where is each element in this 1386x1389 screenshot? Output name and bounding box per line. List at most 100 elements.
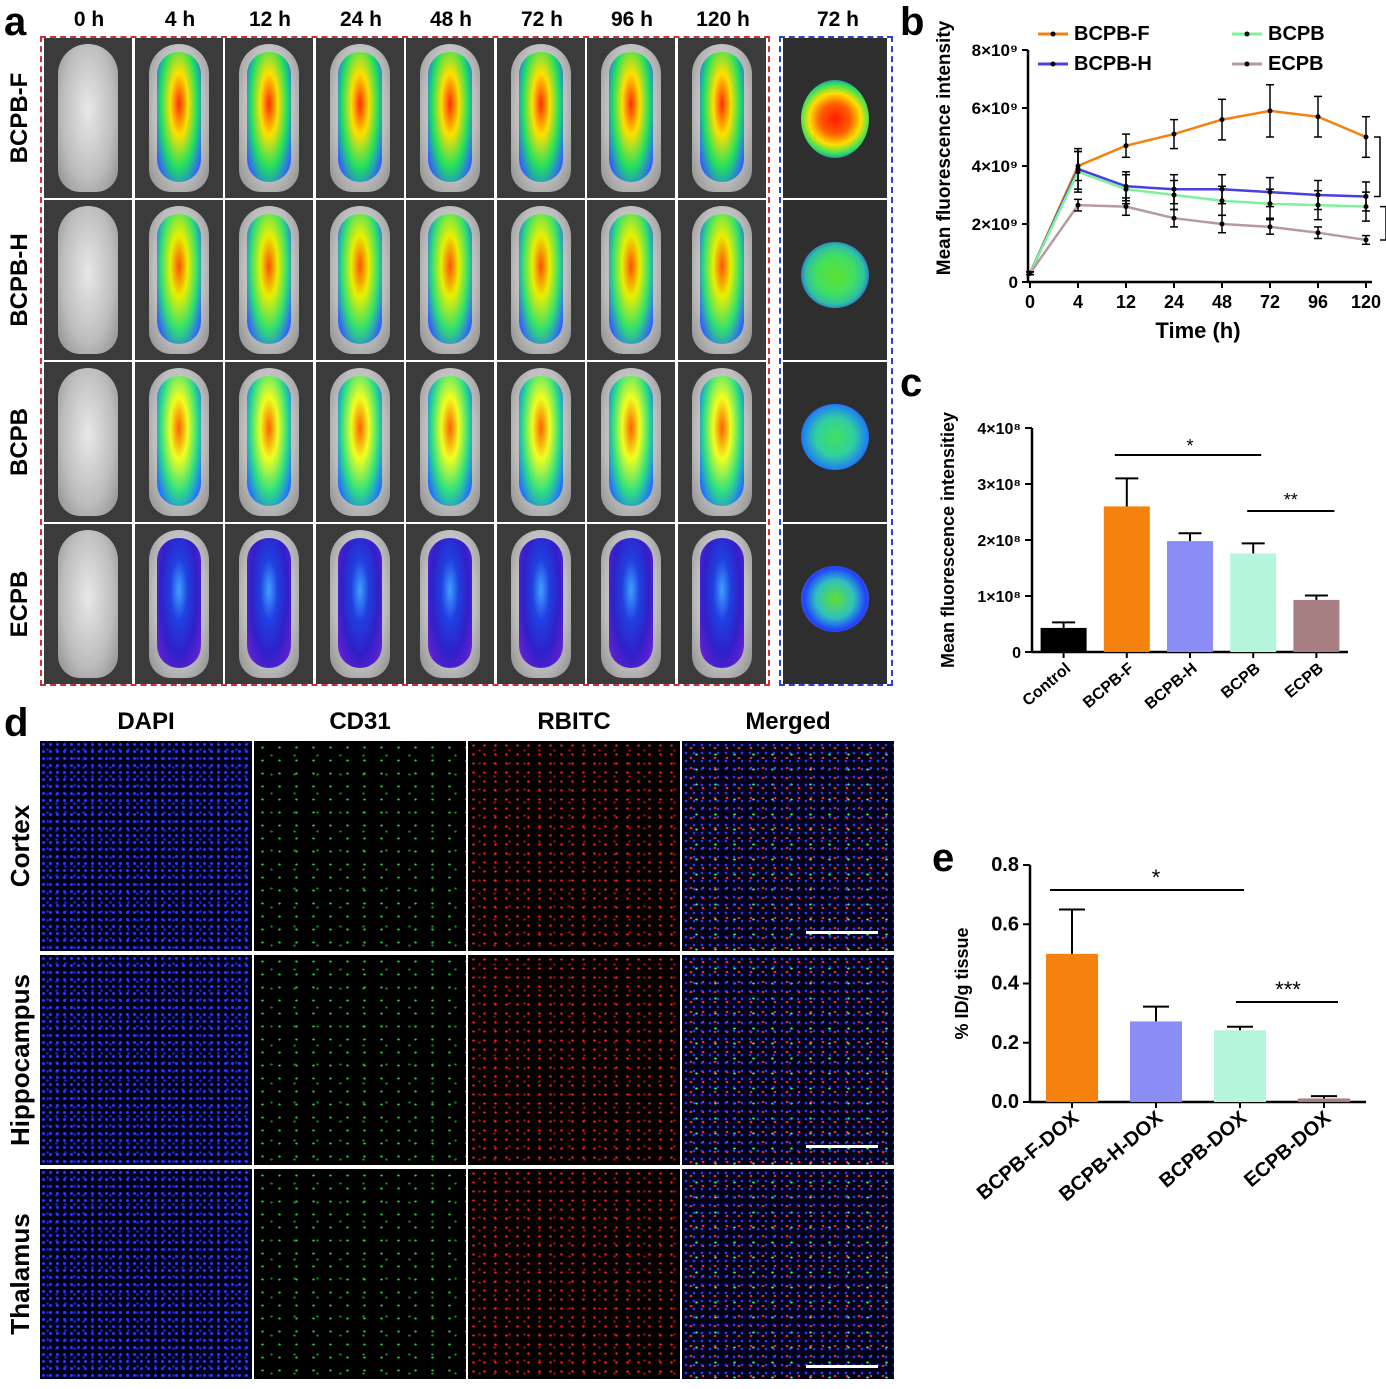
mouse-image-2-1 (135, 362, 223, 522)
fluorescence-signal (519, 52, 563, 182)
fluorescence-signal (157, 52, 201, 182)
mouse-body (58, 530, 118, 678)
mouse-image-3-7 (678, 524, 766, 684)
microscopy-image-2-3 (682, 1169, 894, 1379)
mouse-image-1-4 (406, 200, 494, 360)
fluorescence-signal (247, 538, 291, 668)
data-point-ecpb (1363, 237, 1369, 243)
fluorescence-signal (519, 376, 563, 506)
mouse-image-1-1 (135, 200, 223, 360)
bar-ecpb-dox (1298, 1098, 1350, 1102)
time-label-7: 120 h (696, 8, 750, 31)
mouse-image-1-6 (587, 200, 675, 360)
mouse-image-1-5 (497, 200, 585, 360)
fluorescence-signal (609, 376, 653, 506)
series-line-ecpb (1028, 203, 1367, 275)
data-point-bcpb (1075, 169, 1081, 175)
fluorescence-signal (519, 214, 563, 344)
mouse-image-3-3 (316, 524, 404, 684)
mouse-image-0-6 (587, 38, 675, 198)
data-point-bcpb-f (1171, 131, 1177, 137)
time-label-4: 48 h (429, 8, 473, 31)
x-tick-label: BCPB-DOX (1155, 1107, 1251, 1193)
fluorescence-signal (157, 538, 201, 668)
fluorescence-signal (700, 214, 744, 344)
bar-bcpb (1230, 553, 1277, 652)
row-label-bcpb-h: BCPB-H (6, 233, 33, 327)
fluorescence-signal (700, 52, 744, 182)
y-tick-label: 8×10⁹ (972, 41, 1018, 60)
scale-bar (806, 931, 878, 934)
fluorescence-signal (338, 52, 382, 182)
data-point-ecpb (1171, 215, 1177, 221)
mouse-image-3-6 (587, 524, 675, 684)
y-tick-label: 4×10⁹ (972, 157, 1018, 176)
data-point-bcpb (1219, 198, 1225, 204)
time-label-1: 4 h (164, 8, 196, 31)
y-tick-label: 3×10⁸ (977, 477, 1021, 494)
significance-mark: * (1186, 436, 1193, 456)
bar-ecpb (1293, 599, 1340, 652)
mouse-image-1-3 (316, 200, 404, 360)
row-label-bcpb: BCPB (6, 408, 33, 477)
fluorescence-signal (428, 52, 472, 182)
mouse-image-3-4 (406, 524, 494, 684)
scale-bar (806, 1145, 878, 1148)
time-label-6: 96 h (610, 8, 654, 31)
dox-distribution-bar-chart: 0.00.20.40.60.8BCPB-F-DOXBCPB-H-DOXBCPB-… (952, 854, 1366, 1206)
data-point-ecpb (1219, 221, 1225, 227)
fluorescence-time-line-chart: 0 2×10⁹ 4×10⁹ 6×10⁹ 8×10⁹ 0 4 12 24 48 72 96 120 Time… (934, 20, 1386, 343)
scale-bar (806, 1365, 878, 1368)
mouse-image-0-5 (497, 38, 585, 198)
column-label-dapi: DAPI (117, 708, 175, 735)
mouse-image-3-1 (135, 524, 223, 684)
x-tick-label: BCPB-H (1142, 660, 1201, 710)
x-tick-label: 96 (1308, 292, 1328, 312)
exvivo-image-frame (779, 36, 893, 686)
fluorescence-signal (609, 214, 653, 344)
exvivo-brain-signal (801, 80, 869, 158)
panel-letter-e: e (932, 836, 955, 880)
mouse-body (58, 44, 118, 192)
x-tick-label: Control (1020, 660, 1074, 710)
data-point-bcpb (1171, 192, 1177, 198)
significance-mark: *** (1275, 977, 1301, 1002)
exvivo-brain-image-1 (783, 200, 887, 360)
x-axis-title: Time (h) (1155, 318, 1240, 343)
mouse-image-2-3 (316, 362, 404, 522)
significance-mark: * (1152, 865, 1161, 890)
bar-control (1040, 627, 1087, 652)
y-tick-label: 6×10⁹ (972, 99, 1018, 118)
mouse-image-0-1 (135, 38, 223, 198)
legend-label-bcpb: BCPB (1268, 23, 1325, 45)
microscopy-image-0-0 (40, 741, 252, 951)
x-tick-label: 120 (1351, 292, 1381, 312)
data-point-ecpb (1315, 230, 1321, 236)
mouse-image-0-4 (406, 38, 494, 198)
legend-marker (1244, 61, 1250, 67)
mouse-image-2-2 (225, 362, 313, 522)
mouse-image-0-2 (225, 38, 313, 198)
series-line-bcpb-h (1028, 167, 1367, 274)
y-tick-label: 4×10⁸ (977, 421, 1021, 438)
mouse-image-2-0 (44, 362, 132, 522)
data-point-ecpb (1027, 270, 1033, 276)
time-label-5: 72 h (520, 8, 564, 31)
row-label-thalamus: Thalamus (5, 1213, 35, 1335)
fluorescence-signal (157, 376, 201, 506)
fluorescence-signal (700, 376, 744, 506)
fluorescence-signal (338, 214, 382, 344)
fluorescence-signal (609, 52, 653, 182)
data-point-bcpb (1123, 186, 1129, 192)
fluorescence-signal (247, 376, 291, 506)
microscopy-image-0-3 (682, 741, 894, 951)
bar-bcpb-h-dox (1130, 1021, 1182, 1102)
x-tick-label: 12 (1116, 292, 1136, 312)
data-point-bcpb-f (1315, 114, 1321, 120)
invivo-image-frame (40, 36, 770, 686)
fluorescence-bar-chart: 0 1×10⁸ 2×10⁸ 3×10⁸ 4×10⁸ Control BCPB-F BCPB-H… (938, 412, 1348, 710)
fluorescence-signal (519, 538, 563, 668)
significance-bracket (1374, 136, 1381, 198)
y-tick-label: 0.6 (991, 913, 1019, 935)
column-label-merged: Merged (745, 708, 831, 735)
